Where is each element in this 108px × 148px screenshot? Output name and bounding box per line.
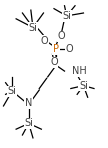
Text: O: O <box>50 57 58 67</box>
Text: Si: Si <box>79 81 88 91</box>
Text: N: N <box>25 98 32 108</box>
Text: Si: Si <box>62 11 71 21</box>
Text: O: O <box>41 36 48 46</box>
Text: Si: Si <box>24 118 33 128</box>
Text: P: P <box>53 44 59 54</box>
Text: O: O <box>58 31 65 41</box>
Text: Si: Si <box>29 22 37 33</box>
Text: NH: NH <box>72 66 87 76</box>
Text: Si: Si <box>7 86 16 96</box>
Text: O: O <box>66 44 74 54</box>
